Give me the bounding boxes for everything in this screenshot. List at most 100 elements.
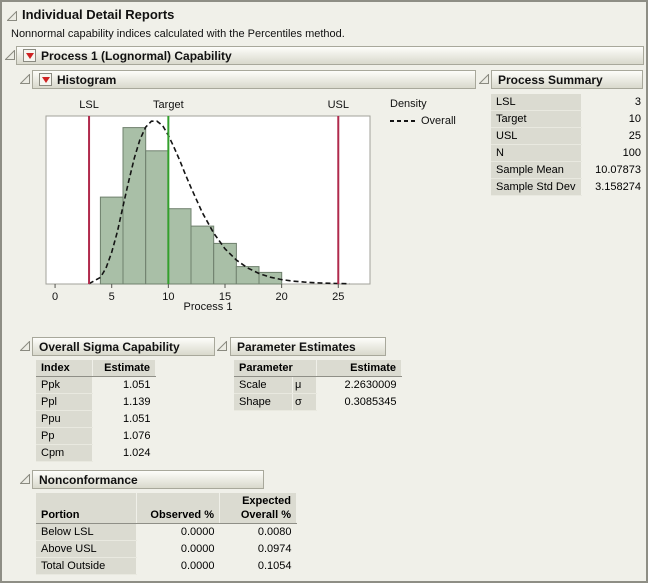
observed-value: 0.0000 — [180, 526, 215, 539]
table-row: Sample Mean 10.07873 — [491, 161, 646, 179]
disclosure-nonconformance[interactable] — [19, 473, 30, 484]
section-title-process: Process 1 (Lognormal) Capability — [41, 48, 232, 63]
parameter-symbol: σ — [292, 393, 317, 411]
report-title: Individual Detail Reports — [22, 7, 175, 22]
section-title-parameter-estimates: Parameter Estimates — [237, 339, 356, 354]
report-subtitle: Nonnormal capability indices calculated … — [11, 28, 345, 40]
stat-label: LSL — [491, 94, 582, 111]
observed-value: 0.0000 — [180, 543, 215, 555]
disclosure-overall-sigma[interactable] — [19, 340, 30, 351]
table-row: Ppl 1.139 — [36, 393, 156, 411]
portion-label: Above USL — [36, 540, 137, 558]
portion-label: Below LSL — [36, 523, 137, 541]
stat-value: 3 — [634, 96, 641, 109]
disclosure-process-summary[interactable] — [478, 73, 489, 84]
stat-value: 10.07873 — [595, 164, 641, 176]
nonconformance-table: Portion Observed % Expected Overall % Be… — [36, 493, 297, 575]
column-header-expected-line2: Overall % — [240, 509, 291, 521]
estimate-value: 1.139 — [122, 396, 151, 408]
section-title-histogram: Histogram — [57, 72, 117, 87]
estimate-value: 1.051 — [122, 379, 151, 392]
parameter-estimates-table: Parameter Estimate Scale μ 2.2630009 Sha… — [234, 360, 402, 411]
table-row: Ppu 1.051 — [36, 410, 156, 428]
index-label: Pp — [36, 427, 93, 445]
column-header-observed: Observed % — [136, 493, 220, 524]
table-row: Target 10 — [491, 110, 646, 128]
section-title-nonconformance: Nonconformance — [39, 472, 138, 487]
table-row: USL 25 — [491, 127, 646, 145]
svg-text:Target: Target — [153, 99, 184, 111]
stat-label: Sample Std Dev — [491, 178, 582, 196]
process-summary-table: LSL 3 Target 10 USL 25 N 100 Sample Mean… — [491, 94, 646, 196]
svg-text:25: 25 — [332, 291, 344, 303]
svg-text:20: 20 — [276, 291, 288, 303]
index-label: Ppk — [36, 376, 93, 394]
legend-entry-overall: Overall — [421, 115, 456, 127]
index-label: Ppu — [36, 410, 93, 428]
table-row: Ppk 1.051 — [36, 376, 156, 394]
table-row: Sample Std Dev 3.158274 — [491, 178, 646, 196]
red-triangle-menu-process-icon[interactable] — [23, 49, 36, 62]
overall-sigma-table: Index Estimate Ppk 1.051 Ppl 1.139 Ppu 1… — [36, 360, 156, 462]
column-header-portion: Portion — [36, 493, 137, 524]
overall-curve-legend-swatch — [390, 120, 416, 122]
table-row: Shape σ 0.3085345 — [234, 393, 402, 411]
disclosure-histogram[interactable] — [19, 73, 30, 84]
red-triangle-menu-histogram-icon[interactable] — [39, 73, 52, 86]
svg-text:5: 5 — [109, 291, 115, 303]
disclosure-report[interactable] — [6, 10, 17, 21]
svg-text:15: 15 — [219, 291, 231, 303]
red-triangle-glyph — [25, 52, 34, 59]
column-header-expected: Expected Overall % — [219, 493, 297, 524]
column-header-estimate: Estimate — [92, 360, 156, 377]
table-row: LSL 3 — [491, 94, 646, 111]
stat-value: 10 — [628, 113, 641, 125]
stat-label: USL — [491, 127, 582, 145]
section-header-process[interactable]: Process 1 (Lognormal) Capability — [16, 46, 644, 65]
table-row: Pp 1.076 — [36, 427, 156, 445]
index-label: Ppl — [36, 393, 93, 411]
section-header-parameter-estimates[interactable]: Parameter Estimates — [230, 337, 386, 356]
column-header-index: Index — [36, 360, 93, 377]
estimate-value: 1.051 — [122, 413, 151, 425]
svg-text:USL: USL — [328, 99, 349, 111]
column-header-parameter: Parameter — [234, 360, 317, 377]
estimate-value: 0.3085345 — [344, 396, 397, 408]
svg-text:Process 1: Process 1 — [184, 301, 233, 313]
table-header-row: Index Estimate — [36, 360, 156, 377]
table-row: N 100 — [491, 144, 646, 162]
table-row: Cpm 1.024 — [36, 444, 156, 462]
table-row: Below LSL 0.0000 0.0080 — [36, 523, 297, 541]
section-header-nonconformance[interactable]: Nonconformance — [32, 470, 264, 489]
section-title-overall-sigma: Overall Sigma Capability — [39, 339, 180, 354]
disclosure-process[interactable] — [4, 49, 15, 60]
svg-text:10: 10 — [162, 291, 174, 303]
column-header-estimate: Estimate — [316, 360, 402, 377]
table-row: Total Outside 0.0000 0.1054 — [36, 557, 297, 575]
observed-value: 0.0000 — [180, 560, 215, 572]
section-header-histogram[interactable]: Histogram — [32, 70, 476, 89]
index-label: Cpm — [36, 444, 93, 462]
stat-label: Target — [491, 110, 582, 128]
legend: Density Overall — [390, 98, 456, 127]
table-row: Scale μ 2.2630009 — [234, 376, 402, 394]
table-row: Above USL 0.0000 0.0974 — [36, 540, 297, 558]
disclosure-parameter-estimates[interactable] — [216, 340, 227, 351]
expected-value: 0.1054 — [257, 560, 292, 572]
parameter-label: Shape — [234, 393, 293, 411]
section-header-process-summary[interactable]: Process Summary — [491, 70, 643, 89]
section-title-process-summary: Process Summary — [498, 72, 603, 87]
estimate-value: 1.076 — [122, 430, 151, 442]
red-triangle-glyph — [41, 76, 50, 83]
expected-value: 0.0974 — [257, 543, 292, 555]
svg-text:LSL: LSL — [79, 99, 99, 111]
parameter-symbol: μ — [292, 376, 317, 394]
section-header-overall-sigma[interactable]: Overall Sigma Capability — [32, 337, 215, 356]
estimate-value: 2.2630009 — [344, 379, 397, 392]
column-header-expected-line1: Expected — [242, 495, 291, 507]
stat-value: 3.158274 — [595, 181, 641, 193]
table-header-row: Portion Observed % Expected Overall % — [36, 493, 297, 524]
stat-label: Sample Mean — [491, 161, 582, 179]
stat-value: 100 — [622, 147, 641, 159]
